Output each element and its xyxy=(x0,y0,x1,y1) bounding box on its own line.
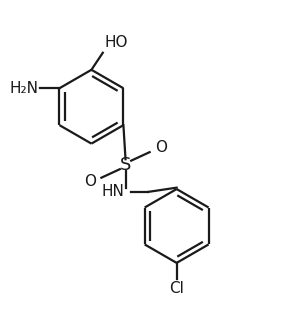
Text: HO: HO xyxy=(104,35,128,50)
Text: HN: HN xyxy=(101,184,124,199)
Text: S: S xyxy=(120,156,131,174)
Text: H₂N: H₂N xyxy=(9,81,38,96)
Text: Cl: Cl xyxy=(169,281,184,296)
Text: O: O xyxy=(84,175,96,189)
Text: O: O xyxy=(155,140,167,155)
